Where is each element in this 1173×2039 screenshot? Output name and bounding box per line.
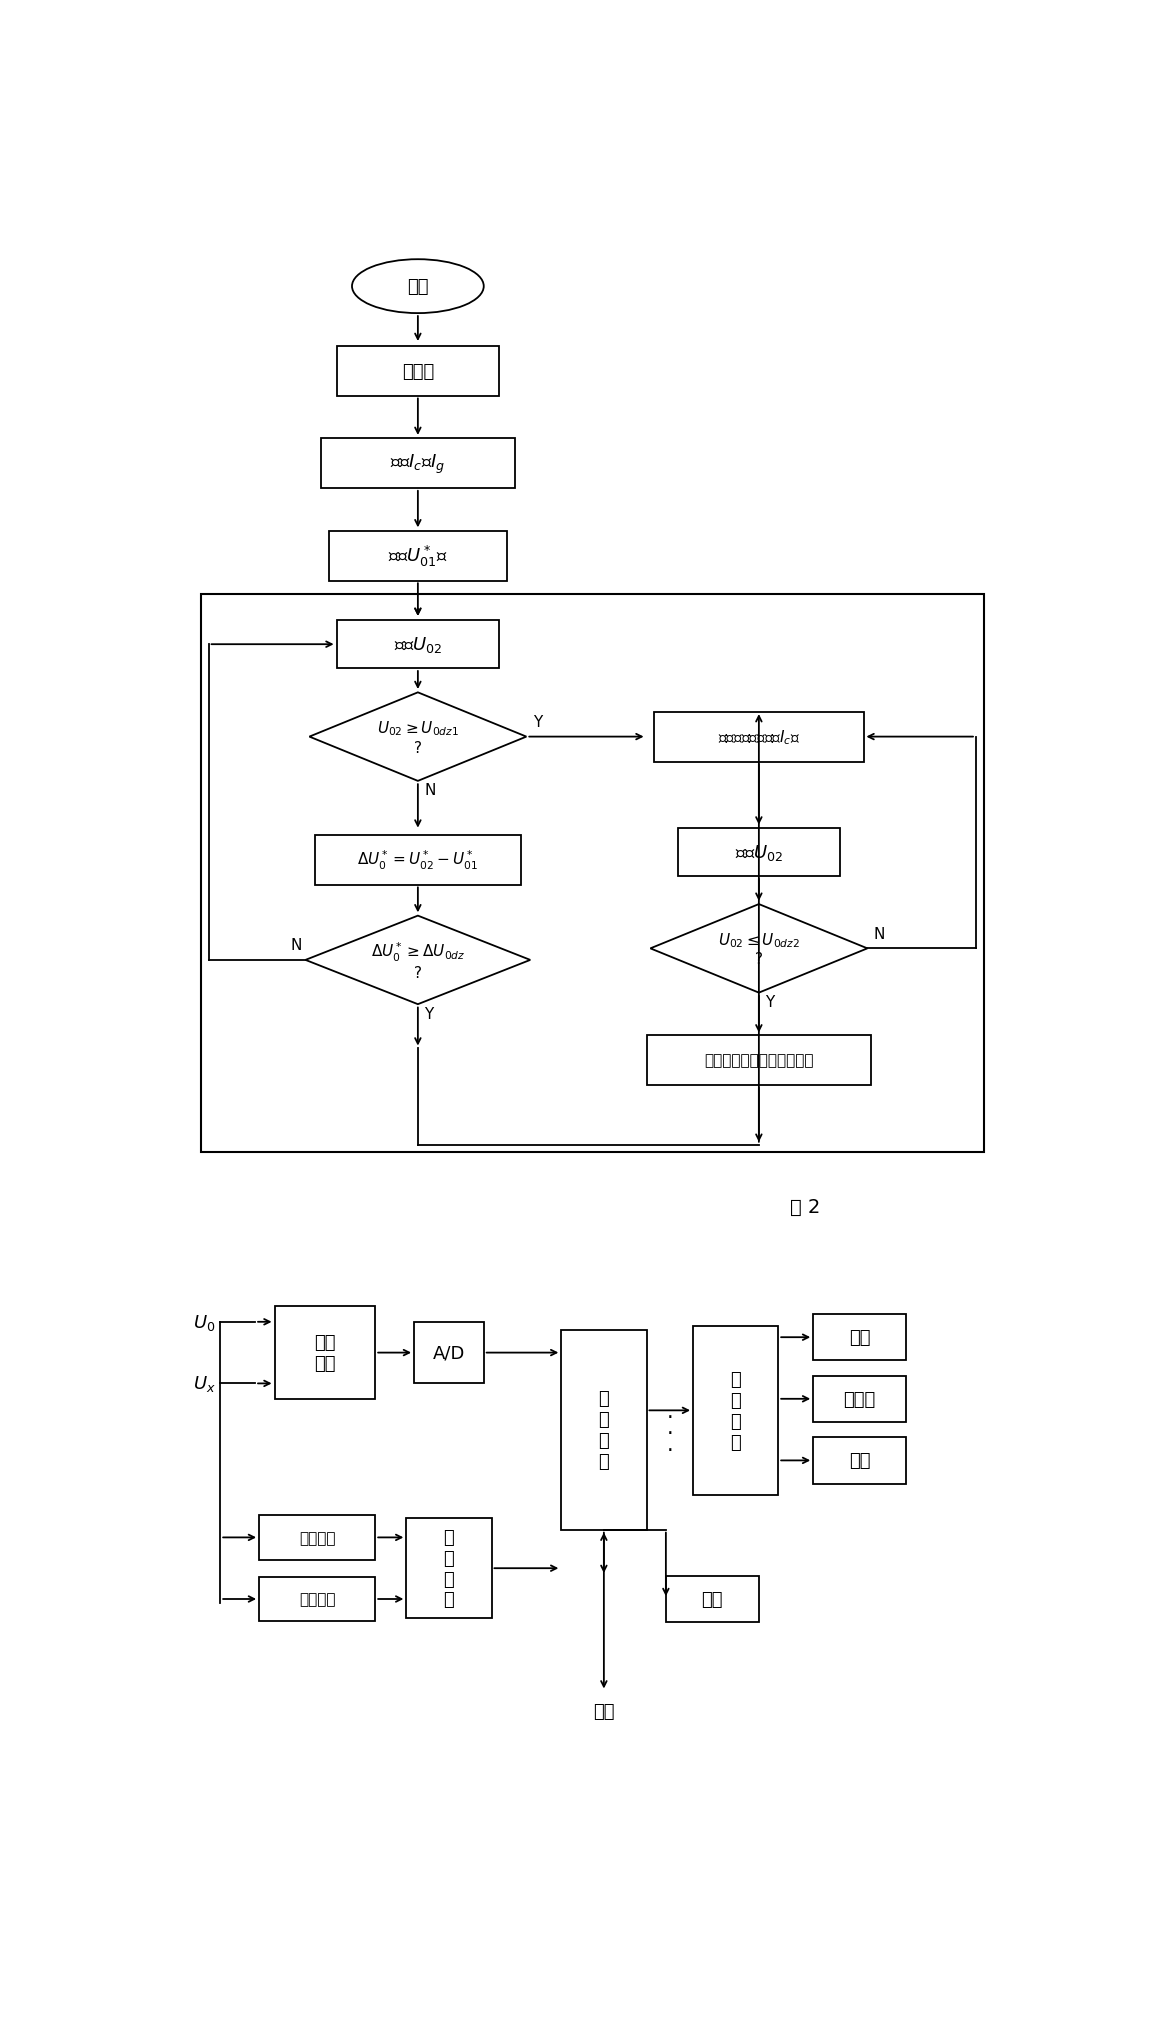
Text: $U_x$: $U_x$ xyxy=(194,1374,216,1395)
Text: 通信: 通信 xyxy=(594,1703,615,1719)
Bar xyxy=(561,1329,646,1529)
Bar xyxy=(316,836,521,885)
Text: N: N xyxy=(290,938,301,952)
Text: 停止消弧线圈输出补偿电流: 停止消弧线圈输出补偿电流 xyxy=(704,1052,814,1068)
Text: 脉冲: 脉冲 xyxy=(849,1329,870,1346)
Bar xyxy=(655,712,863,763)
Text: 控制消弧线圈输出$I_c$値: 控制消弧线圈输出$I_c$値 xyxy=(718,728,800,746)
Text: 图 2: 图 2 xyxy=(791,1197,821,1215)
Text: 光
电
隔
离: 光 电 隔 离 xyxy=(443,1529,454,1609)
Bar xyxy=(259,1515,375,1560)
Polygon shape xyxy=(310,693,527,781)
Text: 测量$I_c$和$I_g$: 测量$I_c$和$I_g$ xyxy=(391,453,446,475)
Text: ·
·
·: · · · xyxy=(666,1407,673,1460)
Text: 脉冲同步: 脉冲同步 xyxy=(299,1592,335,1607)
Text: $\Delta U_0^*=U_{02}^*-U_{01}^*$: $\Delta U_0^*=U_{02}^*-U_{01}^*$ xyxy=(358,848,479,873)
Text: $U_{02}\leq U_{0dz2}$
?: $U_{02}\leq U_{0dz2}$ ? xyxy=(718,932,800,966)
Text: $U_{02}\geq U_{0dz1}$
?: $U_{02}\geq U_{0dz1}$ ? xyxy=(377,720,459,754)
Bar xyxy=(813,1376,906,1423)
Bar xyxy=(321,438,515,489)
Bar xyxy=(646,1036,872,1085)
Text: 开机: 开机 xyxy=(407,277,428,296)
Polygon shape xyxy=(650,905,867,993)
Bar xyxy=(274,1307,375,1399)
Text: 初始化: 初始化 xyxy=(401,363,434,381)
Bar xyxy=(201,595,984,1152)
Text: 键盘: 键盘 xyxy=(849,1452,870,1470)
Bar xyxy=(693,1325,778,1495)
Bar xyxy=(259,1576,375,1621)
Bar xyxy=(813,1437,906,1484)
Text: 开关量: 开关量 xyxy=(843,1391,876,1409)
Polygon shape xyxy=(305,916,530,1005)
Bar xyxy=(406,1519,491,1619)
Bar xyxy=(666,1576,759,1623)
Text: $\Delta U_0^*\geq\Delta U_{0dz}$
?: $\Delta U_0^*\geq\Delta U_{0dz}$ ? xyxy=(371,940,465,981)
Text: N: N xyxy=(874,926,884,942)
Text: 测量$U_{02}$: 测量$U_{02}$ xyxy=(394,634,442,655)
Bar xyxy=(414,1321,483,1384)
Text: N: N xyxy=(425,783,435,797)
Text: 信号
调理: 信号 调理 xyxy=(314,1334,335,1372)
Bar xyxy=(337,347,500,398)
Bar xyxy=(337,622,500,669)
Text: Y: Y xyxy=(533,714,542,730)
Text: $U_0$: $U_0$ xyxy=(194,1313,216,1331)
Text: 记忆$U_{01}^*$値: 记忆$U_{01}^*$値 xyxy=(388,544,448,569)
Text: Y: Y xyxy=(425,1005,433,1022)
Text: 测量$U_{02}$: 测量$U_{02}$ xyxy=(734,842,784,862)
Ellipse shape xyxy=(352,261,483,314)
Bar xyxy=(678,828,840,877)
Bar xyxy=(813,1315,906,1360)
Text: Y: Y xyxy=(765,995,774,1009)
Text: 显示: 显示 xyxy=(701,1590,723,1609)
Text: 微
处
理
器: 微 处 理 器 xyxy=(598,1391,609,1470)
Text: 采样同步: 采样同步 xyxy=(299,1529,335,1546)
Bar xyxy=(328,532,507,581)
Text: A/D: A/D xyxy=(433,1344,465,1362)
Text: 光
电
隔
离: 光 电 隔 离 xyxy=(731,1370,741,1452)
